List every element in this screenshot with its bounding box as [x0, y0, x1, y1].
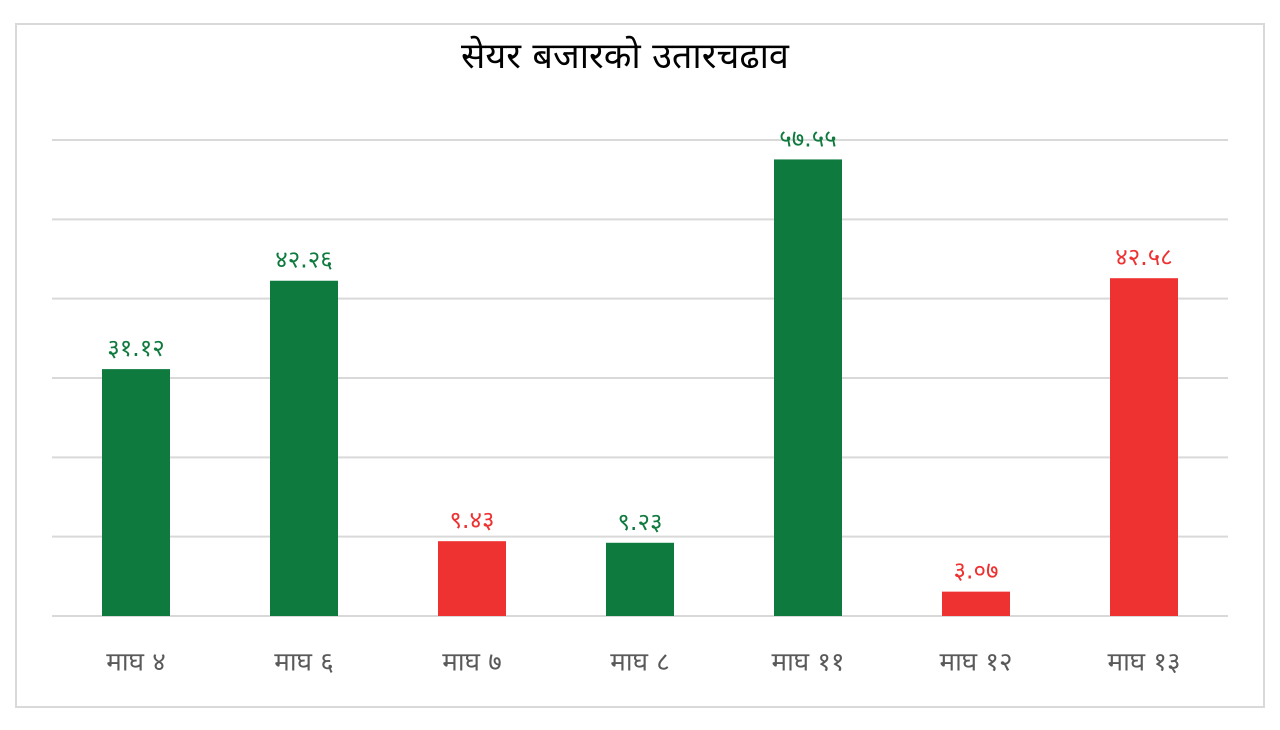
bar: [270, 280, 338, 616]
bar: [438, 541, 506, 616]
x-tick-label: माघ ४: [106, 648, 165, 678]
value-label: ३.०७: [953, 557, 998, 585]
chart-title: सेयर बजारको उतारचढाव: [461, 35, 790, 77]
x-tick-label: माघ ७: [442, 648, 501, 678]
x-tick-label: माघ ६: [274, 648, 333, 678]
bar: [102, 369, 170, 616]
value-label: ९.४३: [449, 506, 494, 534]
value-label: ४२.५८: [1115, 243, 1173, 271]
bar: [774, 159, 842, 617]
bar: [606, 542, 674, 616]
value-label: ९.२३: [617, 508, 662, 536]
value-label: ३१.१२: [107, 334, 165, 362]
x-tick-label: माघ १२: [940, 648, 1013, 678]
x-tick-label: माघ ८: [610, 648, 669, 678]
value-label: ४२.२६: [275, 246, 333, 274]
x-tick-label: माघ १३: [1108, 648, 1181, 678]
value-label: ५७.५५: [779, 124, 837, 152]
bar: [942, 591, 1010, 616]
bar: [1110, 278, 1178, 616]
x-tick-label: माघ ११: [772, 648, 845, 678]
